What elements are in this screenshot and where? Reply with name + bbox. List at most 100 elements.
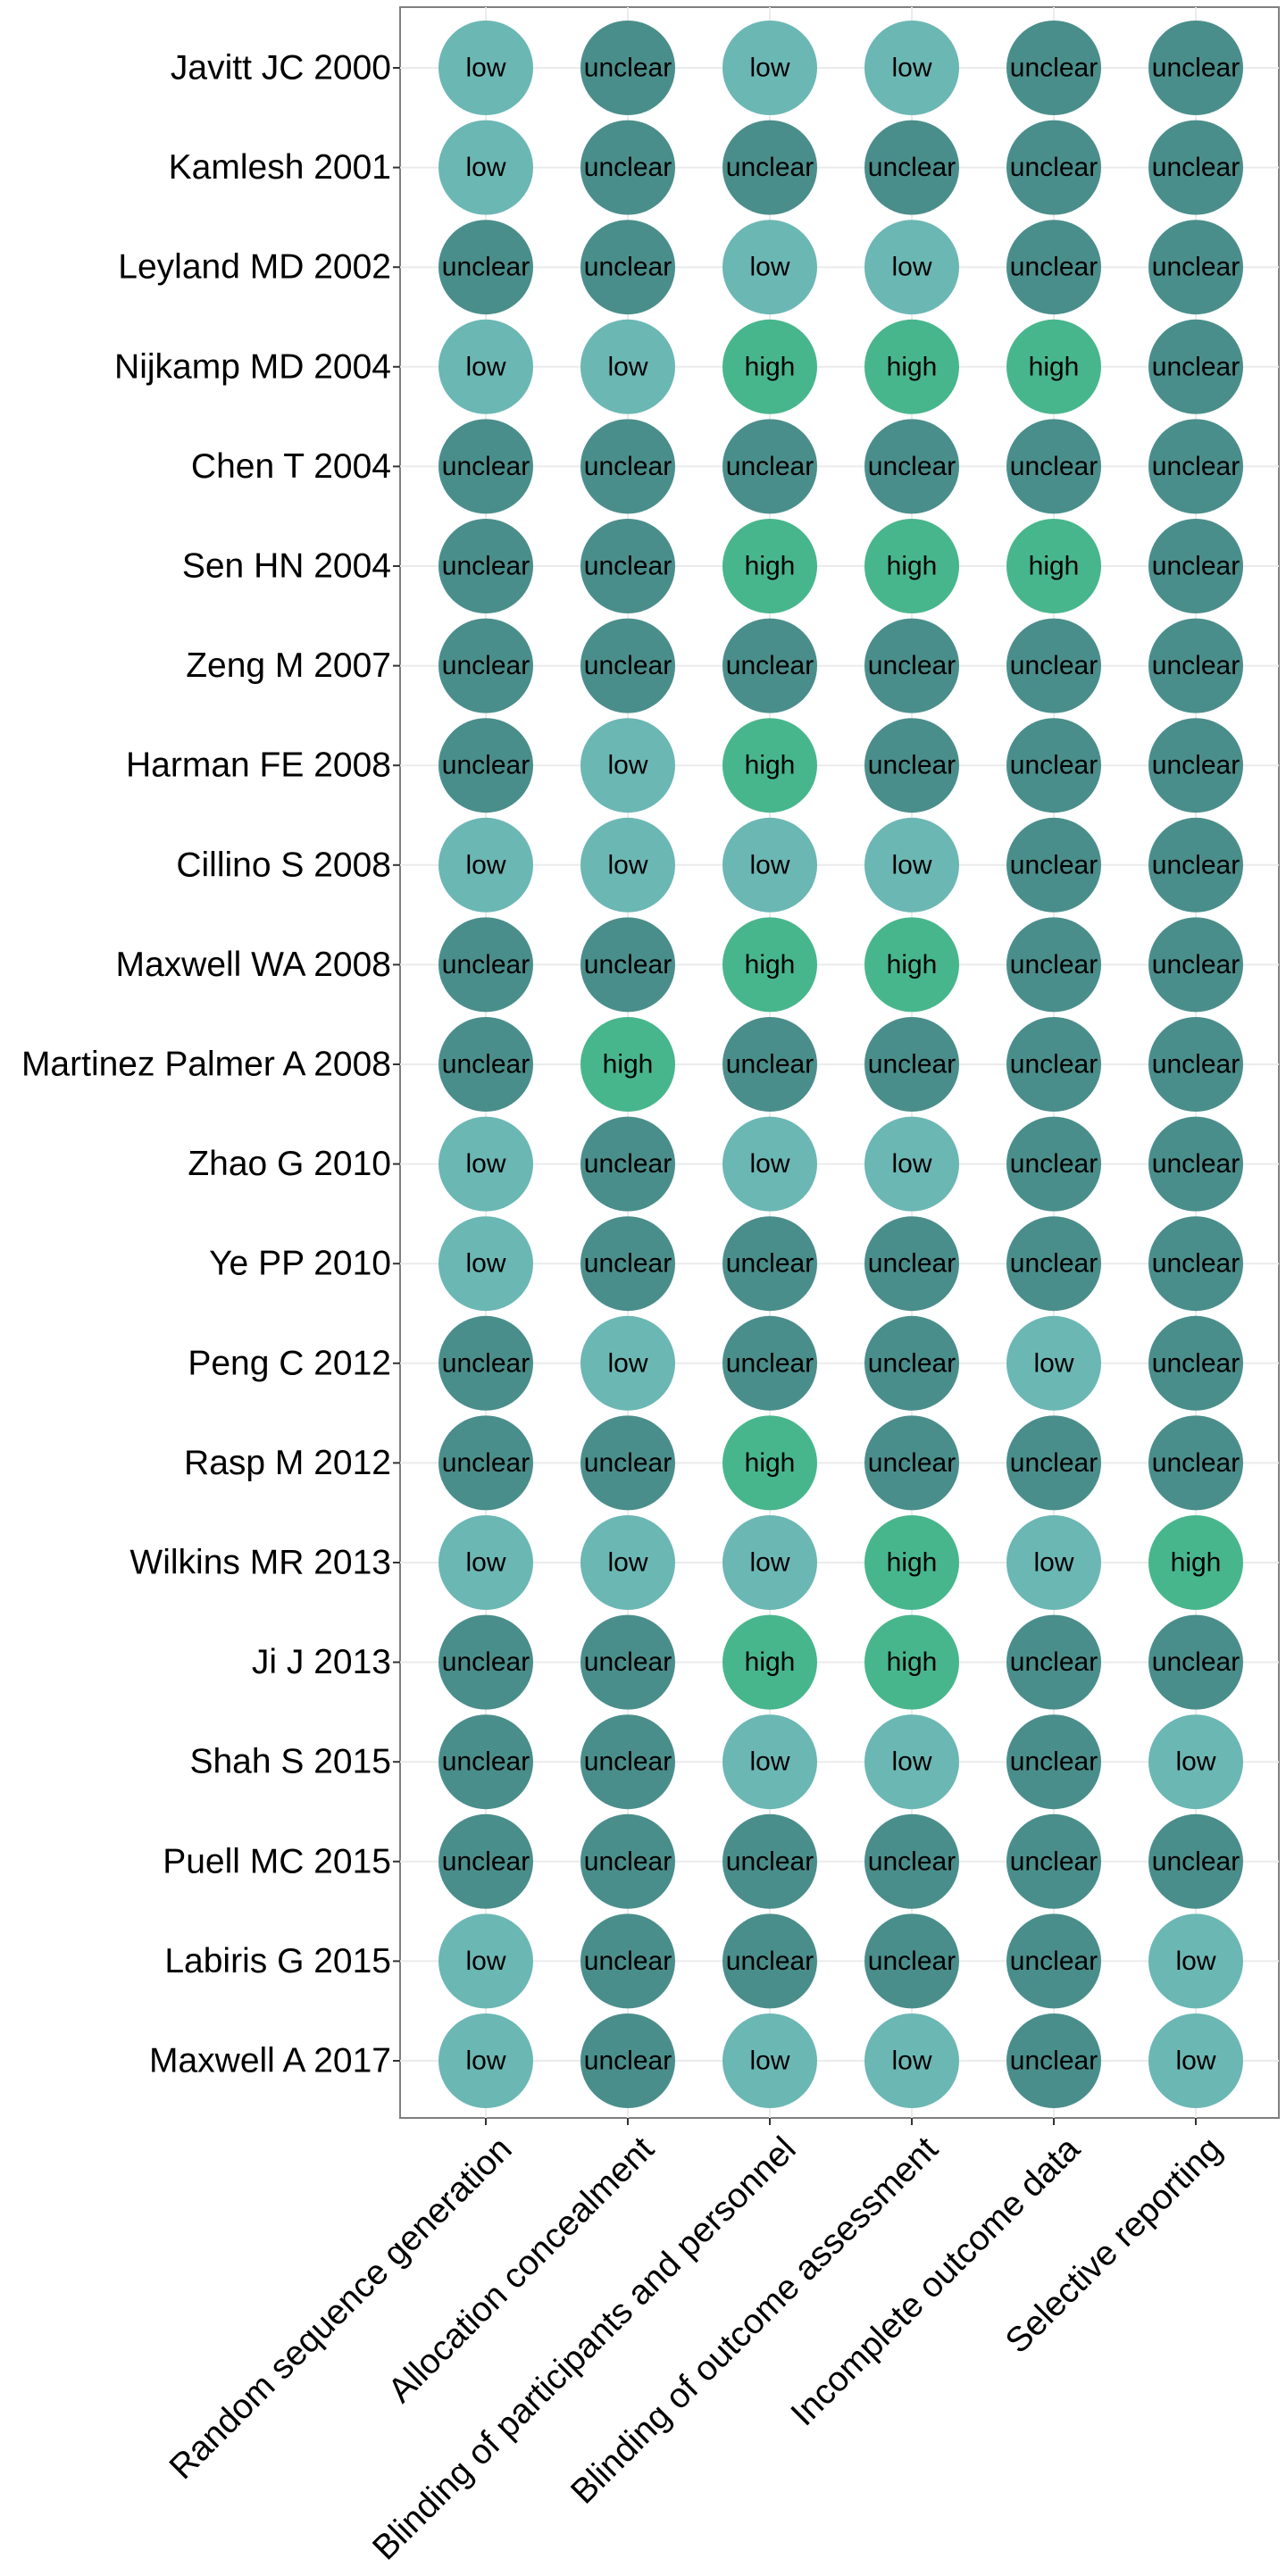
rating-point-unclear: [1006, 1813, 1101, 1909]
rating-label-high: high: [603, 1050, 654, 1080]
rating-label-high: high: [1029, 552, 1080, 581]
rating-point-low: [864, 817, 959, 913]
rating-point-low: [580, 1515, 675, 1610]
rating-point-high: [864, 917, 959, 1013]
rating-label-unclear: unclear: [1152, 1249, 1240, 1279]
rating-point-high: [722, 718, 817, 813]
rating-label-unclear: unclear: [584, 54, 672, 83]
y-tick-label-wilkins-mr-2013: Wilkins MR 2013: [129, 1544, 391, 1582]
y-tick-label-leyland-md-2002: Leyland MD 2002: [118, 248, 391, 287]
rating-point-unclear: [1006, 1017, 1101, 1112]
y-tick-label-kamlesh-2001: Kamlesh 2001: [169, 148, 391, 187]
rating-point-low: [438, 1515, 533, 1610]
rating-label-low: low: [465, 1947, 505, 1976]
rating-point-unclear: [864, 1216, 959, 1312]
y-tick-label-nijkamp-md-2004: Nijkamp MD 2004: [114, 347, 391, 386]
rating-label-unclear: unclear: [1010, 1050, 1098, 1080]
rating-label-high: high: [1029, 352, 1080, 381]
rating-label-high: high: [745, 1647, 796, 1677]
rating-point-unclear: [438, 519, 533, 613]
rating-label-unclear: unclear: [868, 1249, 956, 1279]
rating-point-unclear: [1006, 21, 1101, 115]
rating-point-unclear: [438, 1315, 533, 1411]
rating-point-unclear: [580, 1813, 675, 1909]
rating-label-high: high: [1171, 1548, 1222, 1578]
rating-point-unclear: [1006, 1216, 1101, 1312]
rating-label-unclear: unclear: [1152, 352, 1240, 381]
rating-label-low: low: [749, 850, 789, 880]
rating-point-high: [1006, 519, 1101, 613]
y-tick-label-puell-mc-2015: Puell MC 2015: [163, 1842, 391, 1880]
rating-label-low: low: [607, 850, 647, 880]
rating-point-low: [722, 1714, 817, 1810]
rating-label-low: low: [465, 352, 505, 381]
rating-label-high: high: [887, 552, 938, 581]
rating-label-unclear: unclear: [584, 153, 672, 182]
rating-label-unclear: unclear: [442, 452, 530, 481]
rating-point-high: [580, 1017, 675, 1112]
rating-point-unclear: [438, 1614, 533, 1710]
rating-point-low: [864, 1714, 959, 1810]
rating-label-unclear: unclear: [868, 1947, 956, 1976]
rating-label-low: low: [465, 2047, 505, 2076]
rating-point-low: [722, 1515, 817, 1610]
rating-point-unclear: [438, 618, 533, 713]
rating-point-unclear: [722, 120, 817, 215]
rating-label-unclear: unclear: [1010, 1847, 1098, 1876]
rating-label-unclear: unclear: [726, 1348, 814, 1378]
rating-label-unclear: unclear: [726, 1249, 814, 1279]
rating-label-unclear: unclear: [1010, 751, 1098, 780]
rating-label-unclear: unclear: [1010, 2047, 1098, 2076]
rating-label-unclear: unclear: [584, 1249, 672, 1279]
rating-point-unclear: [864, 718, 959, 813]
rating-point-unclear: [580, 618, 675, 713]
rating-point-unclear: [1148, 319, 1243, 414]
rating-point-unclear: [438, 1813, 533, 1909]
rating-label-low: low: [749, 2047, 789, 2076]
rating-label-low: low: [891, 850, 931, 880]
rating-point-high: [1006, 319, 1101, 414]
rating-label-unclear: unclear: [1152, 54, 1240, 83]
rating-label-high: high: [887, 950, 938, 980]
rating-label-low: low: [465, 1548, 505, 1578]
rating-label-low: low: [891, 2047, 931, 2076]
rating-label-unclear: unclear: [726, 1050, 814, 1080]
rating-label-unclear: unclear: [1152, 253, 1240, 282]
rating-label-unclear: unclear: [1152, 153, 1240, 182]
rating-label-unclear: unclear: [442, 1348, 530, 1378]
rating-label-unclear: unclear: [1152, 950, 1240, 980]
rating-point-high: [722, 519, 817, 613]
rating-point-unclear: [580, 1415, 675, 1511]
rating-label-unclear: unclear: [1010, 54, 1098, 83]
rating-point-low: [1148, 1913, 1243, 2009]
rating-label-high: high: [887, 1548, 938, 1578]
rating-label-low: low: [749, 1149, 789, 1179]
rating-label-low: low: [1175, 2047, 1215, 2076]
rating-point-unclear: [864, 1315, 959, 1411]
rating-label-low: low: [891, 1747, 931, 1777]
rating-point-low: [722, 817, 817, 913]
rating-point-unclear: [1148, 817, 1243, 913]
rating-point-unclear: [722, 1216, 817, 1312]
rating-point-unclear: [1148, 718, 1243, 813]
rating-label-unclear: unclear: [1010, 651, 1098, 680]
rating-label-unclear: unclear: [584, 1448, 672, 1478]
rating-point-unclear: [1148, 21, 1243, 115]
rating-point-unclear: [1006, 220, 1101, 315]
rating-label-unclear: unclear: [1152, 1647, 1240, 1677]
rating-point-unclear: [864, 1813, 959, 1909]
rating-point-low: [580, 319, 675, 414]
rating-point-high: [864, 519, 959, 613]
grid-layer: [399, 6, 1280, 2119]
rating-label-unclear: unclear: [584, 651, 672, 680]
y-tick-label-chen-t-2004: Chen T 2004: [191, 447, 391, 486]
rating-label-unclear: unclear: [1010, 1747, 1098, 1777]
rating-label-low: low: [607, 1348, 647, 1378]
y-tick-label-javitt-jc-2000: Javitt JC 2000: [171, 49, 391, 88]
rating-point-low: [864, 2013, 959, 2108]
rating-label-unclear: unclear: [584, 1647, 672, 1677]
rating-point-low: [438, 1913, 533, 2009]
rating-label-high: high: [745, 352, 796, 381]
